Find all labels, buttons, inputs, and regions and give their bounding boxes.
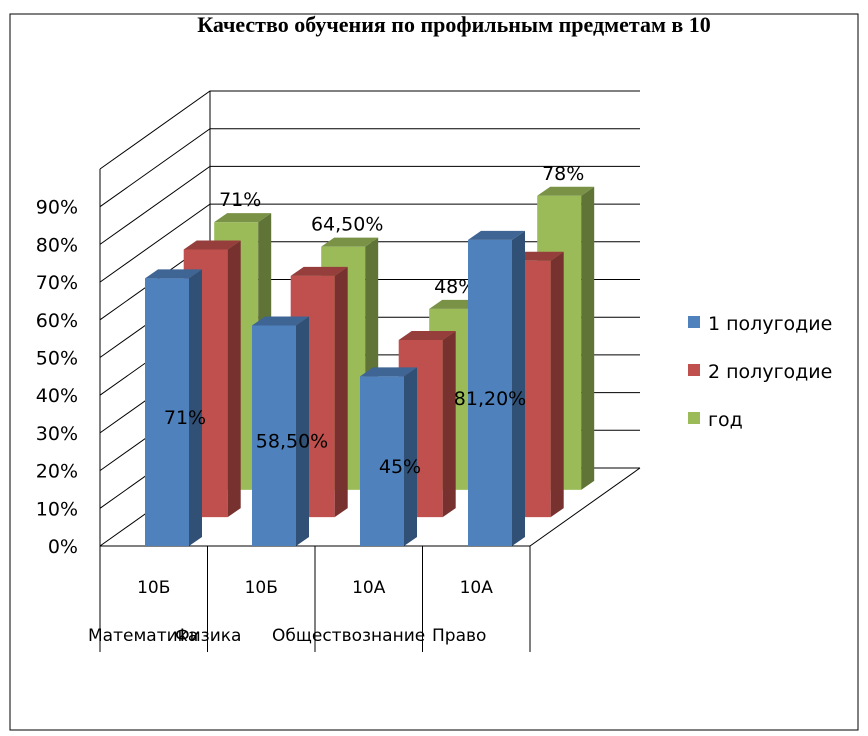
bar-side — [227, 240, 241, 518]
y-tick-label: 90% — [36, 197, 78, 219]
bars: 71% 64,50% 48% 78% 71% 58,50% 45% 81,20% — [145, 163, 595, 546]
bar-top — [321, 237, 379, 247]
bar: 71% — [145, 269, 206, 546]
y-tick-label: 30% — [36, 423, 78, 445]
data-label: 71% — [164, 407, 206, 429]
bar-top — [252, 316, 309, 326]
x-tick-label: 10Б — [137, 578, 170, 598]
data-label: 45% — [379, 456, 421, 478]
bar-front — [468, 239, 512, 546]
data-label: 58,50% — [256, 431, 328, 453]
bar-top — [183, 240, 241, 250]
data-label: 78% — [542, 163, 584, 185]
bar-front — [252, 325, 296, 546]
y-tick-label: 50% — [36, 348, 78, 370]
gridline — [99, 165, 640, 245]
category-group-label: Обществознание — [272, 626, 425, 646]
bar-front — [145, 278, 189, 546]
bar-side — [442, 330, 456, 518]
data-label: 64,50% — [311, 214, 383, 236]
bar-top — [214, 213, 272, 223]
gridline — [99, 203, 640, 283]
bar-top — [360, 367, 417, 377]
bar: 58,50% — [252, 316, 328, 546]
legend: 1 полугодие 2 полугодие год — [688, 313, 832, 431]
bar-side — [296, 316, 309, 546]
bar-top — [145, 269, 202, 279]
bar: 81,20% — [454, 230, 526, 546]
bar-side — [550, 251, 564, 518]
chart-frame — [9, 13, 859, 731]
gridline — [99, 128, 640, 208]
bar-top — [537, 186, 595, 196]
legend-label: год — [708, 409, 743, 431]
y-tick-label: 70% — [36, 272, 78, 294]
y-axis: 0% 10% 20% 30% 40% 50% 60% 70% 80% 90% — [36, 197, 78, 558]
y-tick-label: 60% — [36, 310, 78, 332]
category-group-label: Физика — [175, 626, 241, 646]
bar: 45% — [360, 367, 421, 546]
bar-side — [334, 266, 348, 518]
legend-label: 1 полугодие — [708, 313, 832, 335]
bar-side — [189, 269, 202, 546]
category-group-label: Математика — [88, 626, 198, 646]
gridline — [99, 90, 640, 170]
bar-top — [290, 266, 348, 276]
data-label: 48% — [434, 276, 476, 298]
data-label: 81,20% — [454, 388, 526, 410]
bar-top — [468, 230, 525, 240]
y-tick-label: 0% — [48, 536, 78, 558]
y-tick-label: 80% — [36, 234, 78, 256]
y-tick-label: 20% — [36, 461, 78, 483]
bar-top — [398, 330, 456, 340]
bar-side — [404, 367, 417, 546]
x-tick-label: 10А — [460, 578, 494, 598]
legend-label: 2 полугодие — [708, 361, 832, 383]
bar-front — [360, 376, 404, 546]
y-tick-label: 10% — [36, 498, 78, 520]
bar-side — [581, 186, 595, 490]
legend-swatch — [688, 364, 700, 376]
x-tick-label: 10А — [352, 578, 386, 598]
data-label: 71% — [219, 189, 261, 211]
chart-title: Качество обучения по профильным предмета… — [197, 12, 711, 37]
bar-side — [512, 230, 525, 546]
legend-swatch — [688, 412, 700, 424]
legend-swatch — [688, 316, 700, 328]
category-group-label: Право — [432, 626, 486, 646]
x-tick-label: 10Б — [245, 578, 278, 598]
y-tick-label: 40% — [36, 385, 78, 407]
